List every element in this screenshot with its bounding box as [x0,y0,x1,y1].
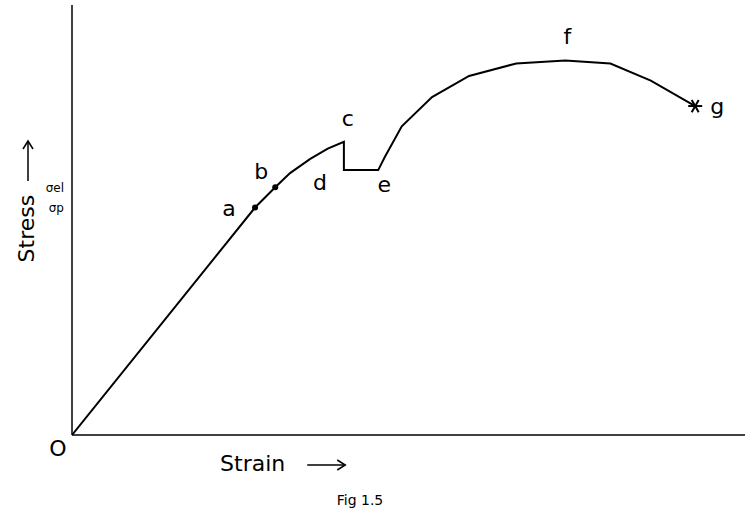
svg-text:d: d [313,170,327,195]
svg-text:e: e [377,172,391,197]
svg-text:g: g [710,94,724,119]
svg-text:c: c [342,106,354,131]
svg-text:f: f [563,24,572,49]
html-text:Fig 1.5: Fig 1.5 [336,492,384,508]
svg-text:σp: σp [49,201,64,215]
svg-text:b: b [254,159,268,184]
svg-text:O: O [49,436,66,461]
svg-text:a: a [222,196,235,221]
svg-text:Strain: Strain [220,451,285,476]
svg-text:Stress: Stress [14,195,39,263]
svg-text:σel: σel [46,181,64,195]
